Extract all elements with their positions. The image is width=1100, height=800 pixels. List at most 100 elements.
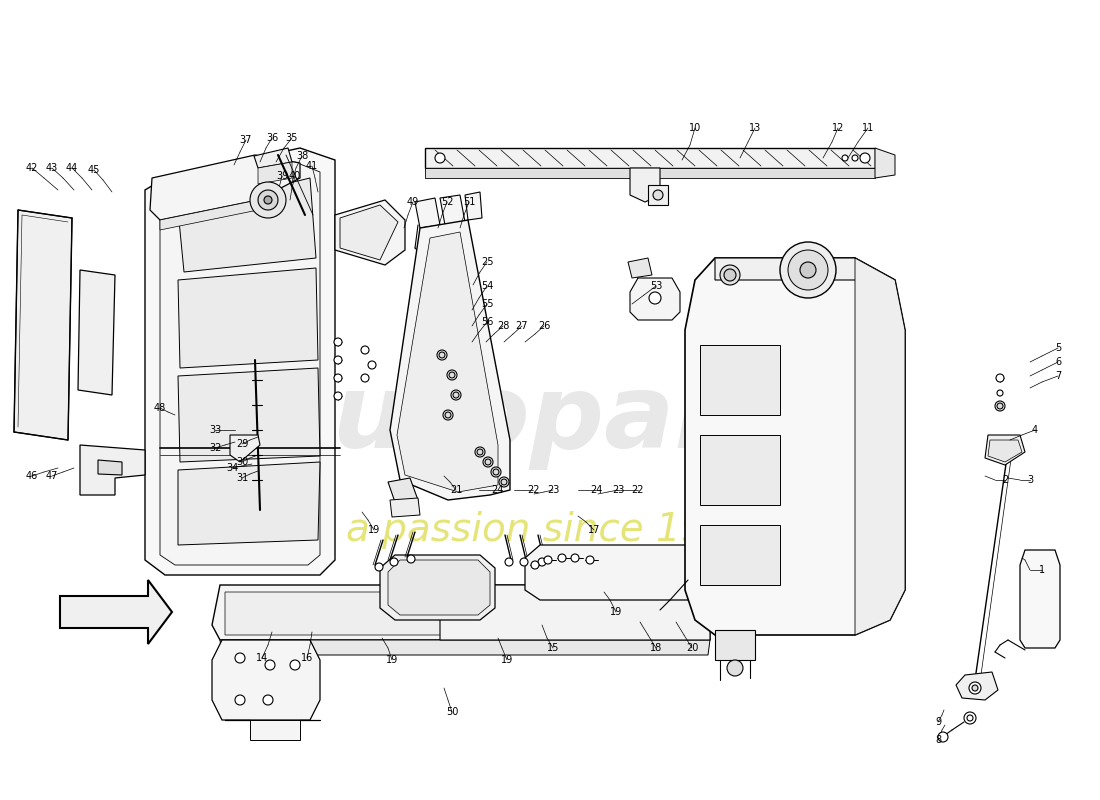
Circle shape (997, 390, 1003, 396)
Text: 24: 24 (590, 485, 602, 495)
Polygon shape (60, 580, 172, 644)
Text: 8: 8 (935, 735, 942, 745)
Text: 39: 39 (276, 171, 288, 181)
Circle shape (250, 182, 286, 218)
Circle shape (263, 695, 273, 705)
Circle shape (443, 410, 453, 420)
Circle shape (997, 403, 1003, 409)
Circle shape (361, 374, 368, 382)
Polygon shape (379, 555, 495, 620)
Circle shape (475, 447, 485, 457)
Text: 49: 49 (407, 197, 419, 207)
Polygon shape (226, 592, 705, 635)
Polygon shape (397, 232, 498, 492)
Text: 30: 30 (235, 457, 249, 467)
Polygon shape (150, 155, 300, 220)
Text: 54: 54 (481, 281, 493, 291)
Text: 28: 28 (497, 321, 509, 331)
Text: 13: 13 (749, 123, 761, 133)
Polygon shape (178, 462, 320, 545)
Polygon shape (525, 545, 715, 600)
Text: 11: 11 (862, 123, 874, 133)
Circle shape (265, 660, 275, 670)
Text: 56: 56 (481, 317, 493, 327)
Text: 18: 18 (650, 643, 662, 653)
Polygon shape (440, 585, 710, 640)
Circle shape (439, 352, 446, 358)
Text: 46: 46 (26, 471, 39, 481)
Polygon shape (230, 435, 260, 462)
Circle shape (996, 401, 1005, 411)
Circle shape (375, 563, 383, 571)
Text: 23: 23 (547, 485, 559, 495)
Polygon shape (14, 210, 72, 440)
Circle shape (451, 390, 461, 400)
Polygon shape (254, 148, 292, 168)
Polygon shape (78, 270, 116, 395)
Circle shape (538, 558, 546, 566)
Text: 21: 21 (450, 485, 462, 495)
Polygon shape (465, 192, 482, 220)
Polygon shape (425, 168, 874, 178)
Text: 53: 53 (650, 281, 662, 291)
Polygon shape (715, 258, 895, 280)
Text: 7: 7 (1055, 371, 1061, 381)
Circle shape (334, 392, 342, 400)
Polygon shape (80, 445, 145, 495)
Circle shape (531, 561, 539, 569)
Circle shape (860, 153, 870, 163)
Polygon shape (212, 640, 320, 720)
Text: europarts: europarts (262, 370, 838, 470)
Polygon shape (984, 435, 1025, 465)
Circle shape (500, 479, 507, 485)
Text: 29: 29 (235, 439, 249, 449)
Polygon shape (855, 258, 905, 635)
Text: 42: 42 (25, 163, 39, 173)
Text: 14: 14 (256, 653, 268, 663)
Circle shape (334, 356, 342, 364)
Polygon shape (630, 278, 680, 320)
Circle shape (724, 269, 736, 281)
Circle shape (485, 459, 491, 465)
Text: 2: 2 (1002, 475, 1008, 485)
Polygon shape (700, 345, 780, 415)
Polygon shape (1020, 550, 1060, 648)
Polygon shape (390, 498, 420, 517)
Polygon shape (685, 258, 905, 635)
Polygon shape (628, 258, 652, 278)
Text: 51: 51 (463, 197, 475, 207)
Circle shape (264, 196, 272, 204)
Polygon shape (212, 585, 710, 640)
Polygon shape (388, 560, 490, 615)
Polygon shape (956, 672, 998, 700)
Text: 23: 23 (612, 485, 624, 495)
Circle shape (842, 155, 848, 161)
Circle shape (720, 265, 740, 285)
Text: 55: 55 (481, 299, 493, 309)
Text: 1: 1 (1038, 565, 1045, 575)
Text: 16: 16 (301, 653, 314, 663)
Text: 33: 33 (209, 425, 221, 435)
Text: 22: 22 (631, 485, 645, 495)
Polygon shape (98, 460, 122, 475)
Text: 22: 22 (527, 485, 539, 495)
Text: 9: 9 (935, 717, 942, 727)
Text: 24: 24 (491, 485, 503, 495)
Circle shape (499, 477, 509, 487)
Polygon shape (630, 168, 660, 202)
Circle shape (964, 712, 976, 724)
Text: 35: 35 (286, 133, 298, 143)
Text: 31: 31 (235, 473, 249, 483)
Circle shape (493, 469, 499, 475)
Circle shape (447, 370, 456, 380)
Circle shape (558, 554, 566, 562)
Text: a passion since 1985: a passion since 1985 (345, 511, 755, 549)
Polygon shape (415, 198, 440, 228)
Text: 43: 43 (46, 163, 58, 173)
Circle shape (505, 558, 513, 566)
Circle shape (437, 350, 447, 360)
Circle shape (780, 242, 836, 298)
Circle shape (972, 685, 978, 691)
Text: 44: 44 (66, 163, 78, 173)
Text: 48: 48 (154, 403, 166, 413)
